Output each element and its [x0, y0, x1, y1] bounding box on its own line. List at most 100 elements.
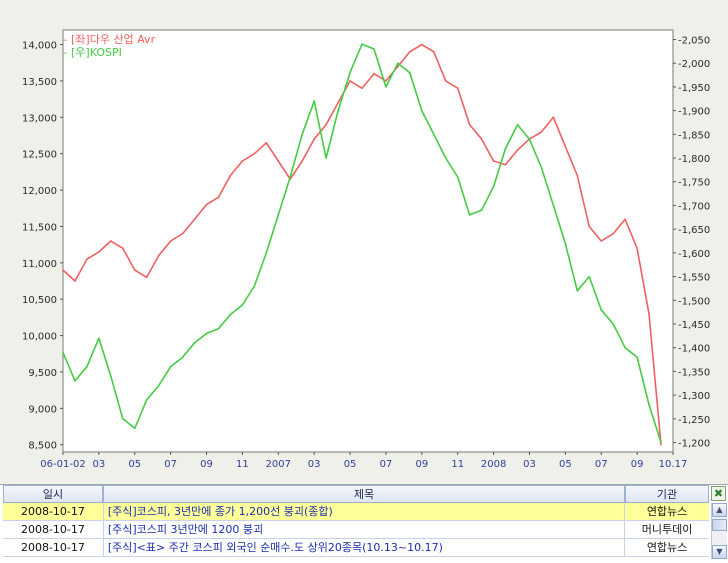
legend-label-dow: [좌]다우 산업 Avr — [71, 33, 156, 46]
data-point-kospi — [134, 427, 136, 430]
x-axis-tick-label: 05 — [128, 459, 141, 470]
right-axis-tick-label: -1,400 — [678, 344, 710, 355]
data-point-dow — [600, 240, 602, 242]
data-point-kospi — [540, 166, 543, 169]
data-point-kospi — [564, 242, 567, 245]
close-icon[interactable]: ✖ — [711, 486, 726, 501]
data-point-kospi — [253, 285, 256, 287]
data-point-kospi — [421, 109, 423, 112]
data-point-dow — [134, 269, 136, 271]
right-axis-tick-label: -2,050 — [678, 35, 710, 46]
data-point-kospi — [492, 185, 495, 188]
data-point-dow — [385, 80, 387, 82]
header-date[interactable]: 일시 — [3, 485, 103, 503]
x-axis-tick-label: 11 — [451, 459, 464, 470]
data-point-kospi — [241, 304, 244, 306]
data-point-kospi — [648, 403, 650, 406]
data-point-kospi — [660, 441, 662, 444]
data-point-dow — [217, 196, 220, 199]
data-point-kospi — [516, 124, 519, 126]
news-title-link[interactable]: [주식]<표> 주간 코스피 외국인 순매수.도 상위20종목(10.13~10… — [104, 539, 626, 556]
x-axis-tick-label: 03 — [308, 459, 321, 470]
right-axis-tick-label: -1,950 — [678, 83, 710, 94]
news-title-link[interactable]: [주식]코스피 3년만에 1200 붕괴 — [104, 521, 626, 538]
right-axis-tick-label: -1,750 — [678, 178, 710, 189]
news-panel: 일시 제목 기관 ✖ 2008-10-17 [주식]코스피, 3년만에 종가 1… — [0, 484, 728, 563]
data-point-dow — [361, 87, 363, 89]
news-title-link[interactable]: [주식]코스피, 3년만에 종가 1,200선 붕괴(종합) — [104, 503, 626, 520]
data-point-kospi — [468, 214, 471, 216]
data-point-kospi — [122, 418, 124, 420]
news-row[interactable]: 2008-10-17 [주식]코스피, 3년만에 종가 1,200선 붕괴(종합… — [3, 503, 709, 521]
left-axis-tick-label: 10,500 — [22, 295, 57, 306]
x-axis-tick-label: 07 — [380, 459, 393, 470]
data-point-kospi — [552, 204, 555, 207]
right-axis-tick-label: -1,300 — [678, 391, 710, 402]
right-axis-tick-label: -1,550 — [678, 273, 710, 284]
data-point-dow — [86, 258, 88, 261]
data-point-dow — [74, 280, 76, 282]
header-source[interactable]: 기관 — [625, 485, 709, 503]
data-point-dow — [612, 232, 614, 235]
data-point-kospi — [98, 337, 100, 340]
data-point-kospi — [145, 399, 148, 401]
legend: – [좌]다우 산업 Avr – [우]KOSPI — [62, 33, 155, 59]
x-axis-tick-label: 03 — [523, 459, 536, 470]
right-axis-tick-label: -1,350 — [678, 367, 710, 378]
data-point-dow — [229, 174, 232, 177]
data-point-dow — [516, 149, 519, 151]
right-axis-tick-label: -1,450 — [678, 320, 710, 331]
data-point-kospi — [337, 109, 339, 112]
data-point-dow — [110, 240, 112, 242]
data-point-kospi — [576, 290, 579, 292]
scroll-down-icon[interactable]: ▼ — [712, 545, 727, 559]
data-point-kospi — [289, 176, 292, 178]
scroll-up-icon[interactable]: ▲ — [712, 503, 727, 517]
header-title[interactable]: 제목 — [103, 485, 625, 503]
left-axis-tick-label: 13,000 — [22, 113, 57, 124]
legend-label-kospi: [우]KOSPI — [71, 46, 122, 59]
data-point-dow — [397, 65, 399, 68]
news-source: 연합뉴스 — [646, 505, 688, 518]
right-axis-tick-label: -1,200 — [678, 439, 710, 450]
right-axis-tick-label: -1,850 — [678, 130, 710, 141]
news-list: 2008-10-17 [주식]코스피, 3년만에 종가 1,200선 붕괴(종합… — [3, 503, 709, 557]
data-point-dow — [564, 145, 567, 148]
data-point-dow — [301, 160, 304, 162]
data-point-kospi — [528, 138, 531, 140]
data-point-dow — [552, 116, 555, 119]
data-point-dow — [325, 123, 327, 126]
data-point-dow — [421, 43, 423, 46]
news-date: 2008-10-17 — [3, 539, 104, 556]
left-axis-tick-label: 12,000 — [22, 186, 57, 197]
left-axis-tick-label: 8,500 — [28, 441, 57, 452]
x-axis-tick-label: 06-01-02 — [40, 459, 85, 470]
data-point-kospi — [313, 100, 316, 102]
x-axis-tick-label: 09 — [415, 459, 428, 470]
data-point-kospi — [480, 209, 483, 211]
news-row[interactable]: 2008-10-17 [주식]<표> 주간 코스피 외국인 순매수.도 상위20… — [3, 539, 709, 557]
data-point-dow — [241, 160, 244, 162]
data-point-dow — [349, 80, 351, 82]
data-point-dow — [648, 313, 650, 315]
data-point-dow — [492, 160, 495, 162]
data-point-kospi — [74, 380, 76, 382]
left-axis-tick-label: 10,000 — [22, 332, 57, 343]
data-point-kospi — [181, 356, 184, 359]
scroll-thumb[interactable] — [712, 519, 727, 531]
right-axis-tick-label: -1,800 — [678, 154, 710, 165]
chart-area: 14,000 13,500 13,000 12,500 12,000 11,500 11,0… — [22, 29, 711, 470]
data-point-kospi — [301, 133, 304, 136]
x-axis-tick-label: 03 — [93, 459, 106, 470]
data-point-dow — [265, 142, 268, 144]
data-point-kospi — [157, 384, 160, 387]
scrollbar[interactable]: ▲ ▼ — [711, 503, 727, 559]
data-point-dow — [456, 87, 459, 89]
news-source: 연합뉴스 — [646, 541, 688, 554]
data-point-kospi — [444, 157, 447, 159]
data-point-kospi — [229, 313, 232, 316]
news-row[interactable]: 2008-10-17 [주식]코스피 3년만에 1200 붕괴 머니투데이 — [3, 521, 709, 539]
data-point-kospi — [456, 176, 459, 178]
data-point-dow — [62, 269, 64, 271]
data-point-dow — [576, 174, 579, 177]
